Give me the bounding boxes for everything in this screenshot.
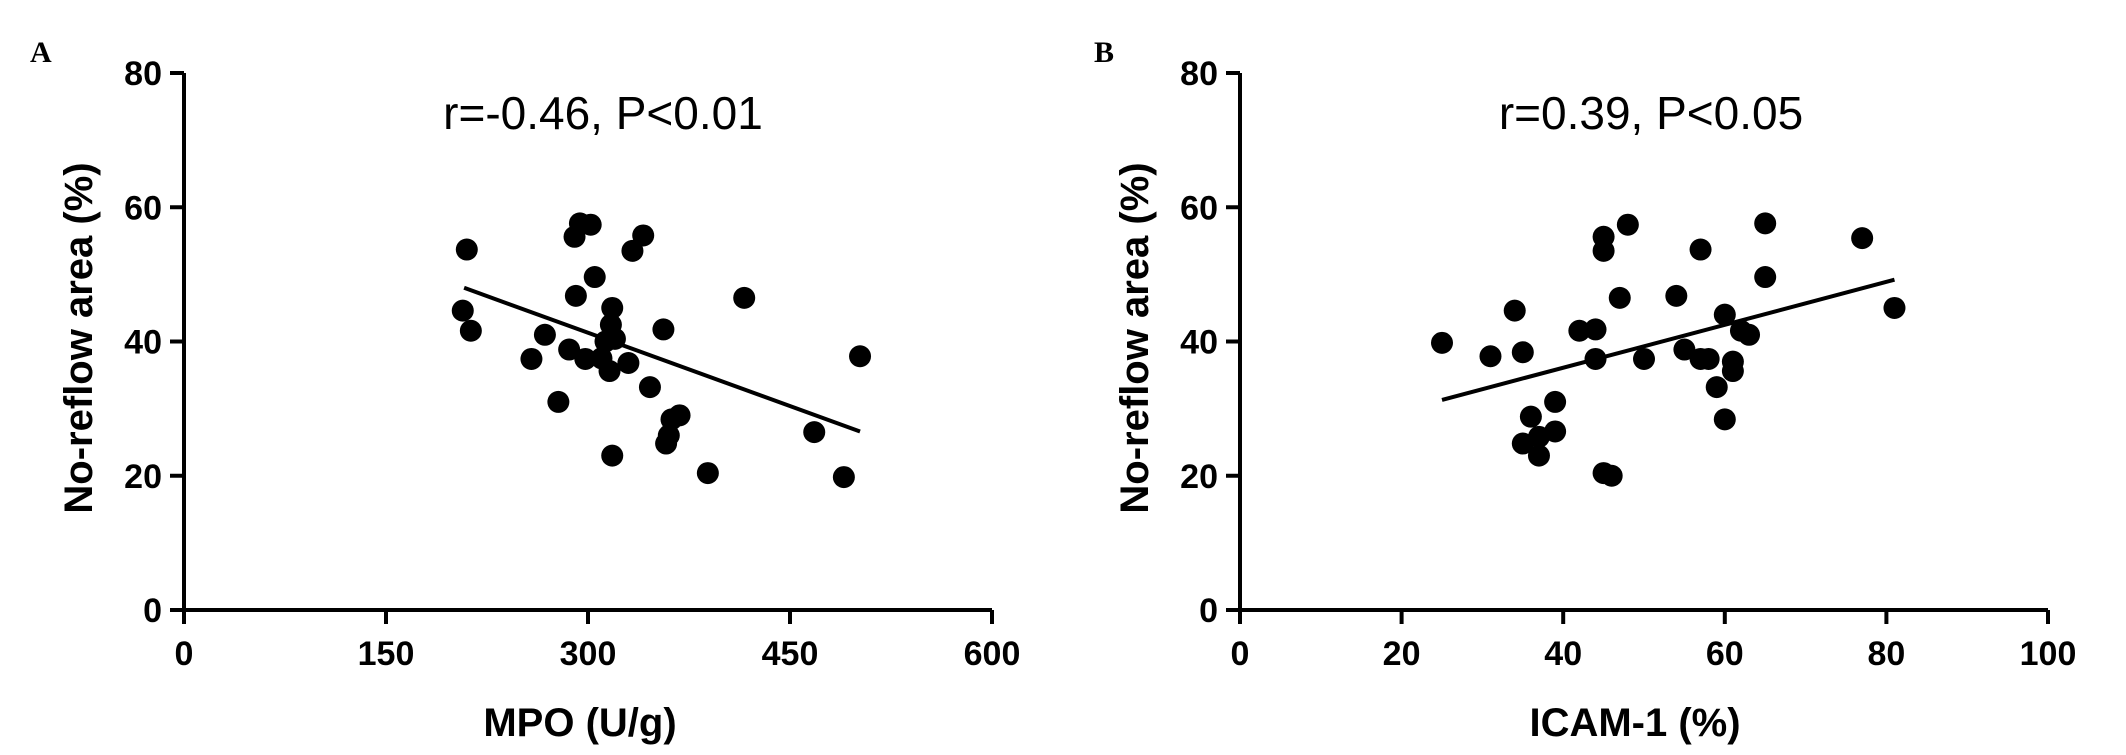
panel-label: B [1094, 36, 1114, 69]
panel-b: B r=0.39, P<0.05 ICAM-1 (%) No-reflow ar… [1094, 36, 2076, 745]
data-point [1544, 390, 1567, 413]
data-point [1519, 405, 1542, 428]
data-point [603, 327, 626, 350]
data-point [1584, 347, 1607, 370]
data-point [455, 238, 478, 261]
data-point [1665, 284, 1688, 307]
correlation-annotation: r=0.39, P<0.05 [1499, 87, 1803, 139]
data-point [459, 319, 482, 342]
y-tick-label: 80 [1180, 55, 1218, 93]
data-point [652, 318, 675, 341]
y-tick-label: 0 [143, 592, 162, 630]
panel-a: A r=-0.46, P<0.01 MPO (U/g) No-reflow ar… [30, 36, 1020, 745]
x-tick-label: 100 [2020, 635, 2077, 673]
data-point [451, 299, 474, 322]
x-tick-label: 80 [1867, 635, 1905, 673]
panel-label: A [30, 36, 52, 69]
data-point [1527, 444, 1550, 467]
x-axis-title: MPO (U/g) [483, 701, 676, 745]
data-point [1633, 347, 1655, 370]
data-point [583, 266, 606, 289]
x-tick-label: 60 [1706, 635, 1744, 673]
y-tick-label: 20 [1180, 458, 1218, 496]
data-point [1592, 239, 1615, 262]
data-point [617, 351, 640, 374]
data-point [547, 390, 570, 413]
x-tick-label: 20 [1383, 635, 1421, 673]
y-axis-title: No-reflow area (%) [57, 162, 101, 513]
y-tick-label: 0 [1199, 592, 1218, 630]
x-tick-label: 450 [762, 635, 819, 673]
data-point [601, 296, 624, 319]
data-point [1721, 360, 1744, 383]
data-point [1851, 227, 1874, 250]
data-point [579, 213, 602, 236]
data-point [1479, 345, 1502, 368]
x-axis-title: ICAM-1 (%) [1529, 701, 1740, 745]
x-tick-label: 300 [560, 635, 617, 673]
data-point [1883, 296, 1906, 319]
data-point [1584, 318, 1607, 341]
x-tick-label: 40 [1544, 635, 1582, 673]
y-axis-title: No-reflow area (%) [1113, 162, 1157, 513]
data-point [564, 284, 587, 307]
y-tick-label: 40 [124, 324, 162, 362]
data-point [1600, 464, 1623, 487]
data-point [558, 338, 581, 361]
y-tick-label: 60 [124, 189, 162, 227]
data-point [520, 347, 543, 370]
data-point [803, 421, 826, 444]
data-point [598, 360, 621, 383]
data-point [533, 323, 556, 346]
data-point [1713, 303, 1736, 326]
y-tick-label: 20 [124, 458, 162, 496]
data-point [601, 444, 624, 467]
data-point [849, 345, 872, 368]
regression-line [463, 285, 861, 434]
data-point [1705, 376, 1728, 399]
y-tick-label: 40 [1180, 324, 1218, 362]
correlation-annotation: r=-0.46, P<0.01 [443, 87, 763, 139]
data-point [574, 347, 597, 370]
data-point [1511, 341, 1534, 364]
data-point [1738, 323, 1761, 346]
data-point [1568, 319, 1591, 342]
data-point [1608, 286, 1631, 309]
data-point [696, 462, 719, 485]
data-point [733, 286, 756, 309]
data-point [1689, 238, 1712, 261]
x-tick-label: 600 [964, 635, 1021, 673]
y-tick-label: 60 [1180, 189, 1218, 227]
y-tick-label: 80 [124, 55, 162, 93]
x-tick-label: 150 [358, 635, 415, 673]
x-tick-label: 0 [1231, 635, 1250, 673]
data-point [1544, 420, 1567, 443]
data-point [1673, 338, 1696, 361]
data-point [638, 376, 661, 399]
regression-line [1441, 277, 1895, 402]
data-point [1754, 266, 1777, 289]
data-point [832, 466, 855, 489]
data-point [1713, 408, 1736, 431]
data-point [1503, 299, 1526, 322]
x-tick-label: 0 [175, 635, 194, 673]
data-point [621, 239, 644, 262]
data-point [632, 224, 655, 247]
data-point [1697, 347, 1720, 370]
data-point [668, 404, 691, 427]
data-point [1431, 331, 1453, 354]
data-point [1754, 212, 1777, 235]
data-point [1616, 213, 1639, 236]
